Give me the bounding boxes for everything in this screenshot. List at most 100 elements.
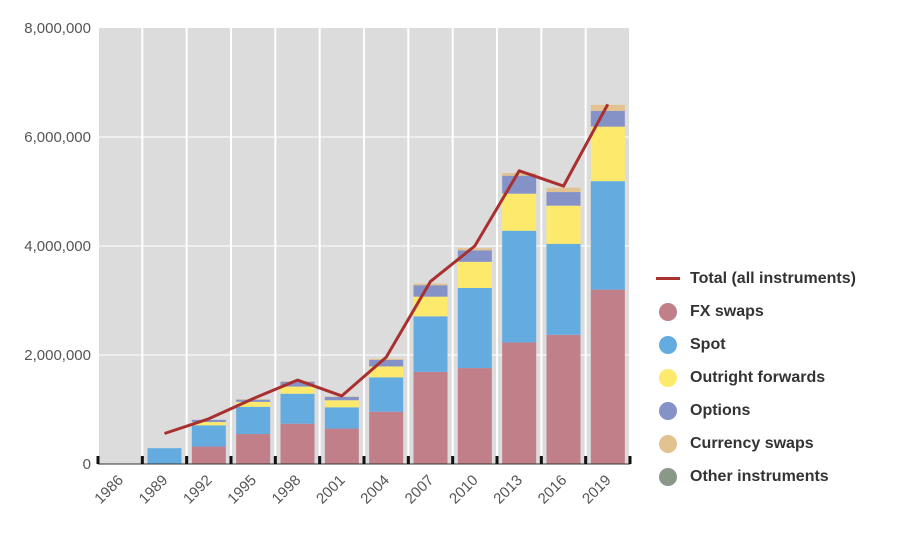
x-tick-label: 2010: [446, 472, 482, 508]
bar-segment[interactable]: [191, 446, 226, 464]
legend-label: Outright forwards: [690, 368, 826, 386]
bar-segment[interactable]: [502, 193, 537, 231]
x-tick-label: 2019: [579, 472, 615, 508]
y-tick-label: 2,000,000: [24, 347, 91, 364]
x-tick-mark: [495, 456, 499, 464]
bar-segment[interactable]: [324, 428, 359, 464]
legend-label: FX swaps: [690, 302, 764, 320]
legend-dot-swatch: [659, 434, 677, 453]
legend-item[interactable]: FX swaps: [656, 295, 914, 328]
legend-dot-swatch: [659, 335, 677, 354]
x-tick-mark: [96, 456, 100, 464]
x-axis-labels: 1986 1989 1992 1995 1998 2001 2004 2007 2010 2013…: [91, 472, 614, 508]
x-axis: [96, 456, 632, 465]
bar-segment[interactable]: [413, 316, 448, 372]
bar-segment[interactable]: [413, 371, 448, 464]
x-tick-mark: [584, 456, 588, 464]
bar-segment[interactable]: [236, 401, 271, 407]
x-tick-label: 2001: [313, 472, 349, 508]
x-tick-mark: [451, 456, 455, 464]
x-tick-mark: [273, 456, 277, 464]
legend-item[interactable]: Currency swaps: [656, 427, 914, 460]
legend-dot-swatch: [659, 401, 677, 420]
legend-item[interactable]: Spot: [656, 328, 914, 361]
y-tick-label: 0: [83, 456, 91, 473]
y-tick-label: 4,000,000: [24, 238, 91, 255]
bar-segment[interactable]: [457, 248, 492, 251]
bar-segment[interactable]: [191, 425, 226, 447]
bar-segment[interactable]: [590, 104, 625, 111]
y-axis-labels: 0 2,000,000 4,000,000 6,000,000 8,000,000: [24, 20, 91, 473]
x-tick-label: 2004: [357, 472, 393, 508]
bar-segment[interactable]: [324, 407, 359, 429]
bar-segment[interactable]: [280, 386, 315, 394]
bar-segment[interactable]: [191, 422, 226, 426]
x-tick-mark: [229, 456, 233, 464]
legend-item[interactable]: Total (all instruments): [656, 262, 914, 295]
x-tick-label: 2016: [535, 472, 571, 508]
x-tick-mark: [539, 456, 543, 464]
legend-label: Spot: [690, 335, 726, 353]
x-tick-mark: [185, 456, 189, 464]
gridlines: [97, 28, 631, 464]
legend-item[interactable]: Outright forwards: [656, 361, 914, 394]
legend-dot-swatch: [659, 368, 677, 387]
x-tick-label: 1995: [224, 472, 260, 508]
bar-segment[interactable]: [590, 289, 625, 464]
bar-segment[interactable]: [324, 400, 359, 408]
x-tick-mark: [140, 456, 144, 464]
bar-segment[interactable]: [369, 377, 404, 412]
bar-segment[interactable]: [546, 334, 581, 464]
bar-segment[interactable]: [413, 296, 448, 317]
bar-segment[interactable]: [369, 359, 404, 367]
x-tick-label: 1989: [136, 472, 172, 508]
bar-segment[interactable]: [369, 366, 404, 378]
bar-segment[interactable]: [502, 175, 537, 194]
x-tick-mark: [628, 456, 632, 464]
bar-segment[interactable]: [236, 434, 271, 464]
y-tick-label: 6,000,000: [24, 129, 91, 146]
bar-segment[interactable]: [280, 423, 315, 464]
bar-segment[interactable]: [502, 342, 537, 464]
bar-segment[interactable]: [546, 192, 581, 206]
bar-segment[interactable]: [502, 230, 537, 343]
bar-segment[interactable]: [502, 172, 537, 176]
bar-segment[interactable]: [457, 368, 492, 464]
bar-segment[interactable]: [236, 406, 271, 435]
bar-segment[interactable]: [590, 126, 625, 182]
bar-segment[interactable]: [413, 285, 448, 297]
x-tick-label: 1986: [91, 472, 127, 508]
bar-segment[interactable]: [546, 187, 581, 193]
bar-segment[interactable]: [457, 287, 492, 369]
bar-segment[interactable]: [324, 396, 359, 401]
legend-dot-swatch: [659, 302, 677, 321]
total-line[interactable]: [164, 103, 610, 435]
legend-item[interactable]: Other instruments: [656, 460, 914, 493]
x-tick-mark: [362, 456, 366, 464]
legend-label: Options: [690, 401, 751, 419]
bar-segment[interactable]: [590, 181, 625, 290]
x-tick-mark: [318, 456, 322, 464]
bars: [147, 104, 625, 464]
bar-segment[interactable]: [413, 283, 448, 286]
legend-label: Total (all instruments): [690, 269, 856, 287]
legend-dot-swatch: [659, 467, 677, 486]
bar-segment[interactable]: [457, 250, 492, 262]
y-tick-label: 8,000,000: [24, 20, 91, 37]
bar-segment[interactable]: [280, 393, 315, 424]
legend-label: Other instruments: [690, 467, 829, 485]
bar-segment[interactable]: [457, 261, 492, 288]
bar-segment[interactable]: [369, 358, 404, 360]
chart: 0 2,000,000 4,000,000 6,000,000 8,000,000 19…: [24, 20, 632, 508]
total-line-layer: [164, 103, 610, 435]
bar-segment[interactable]: [546, 205, 581, 244]
legend-item[interactable]: Options: [656, 394, 914, 427]
bar-segment[interactable]: [236, 399, 271, 402]
bar-segment[interactable]: [147, 448, 182, 464]
bar-segment[interactable]: [280, 381, 315, 387]
bar-segment[interactable]: [369, 411, 404, 464]
x-tick-label: 1998: [269, 472, 305, 508]
bar-segment[interactable]: [191, 419, 226, 423]
x-tick-mark: [406, 456, 410, 464]
bar-segment[interactable]: [546, 243, 581, 335]
